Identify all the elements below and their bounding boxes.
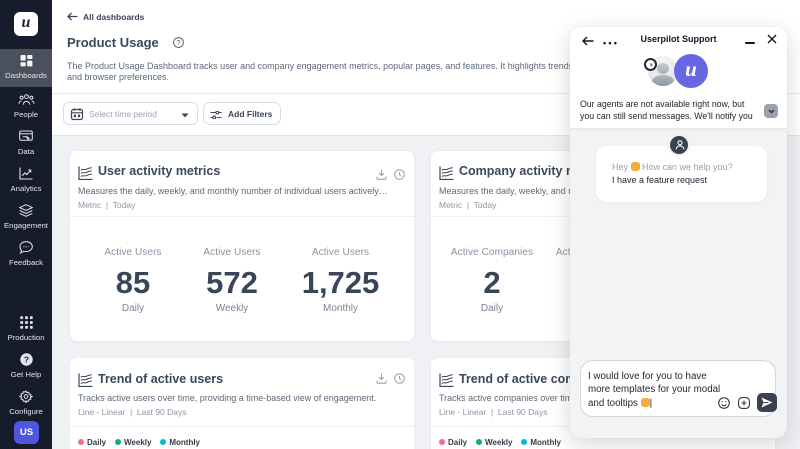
svg-text:?: ? [23, 355, 28, 365]
svg-text:?: ? [176, 38, 180, 47]
